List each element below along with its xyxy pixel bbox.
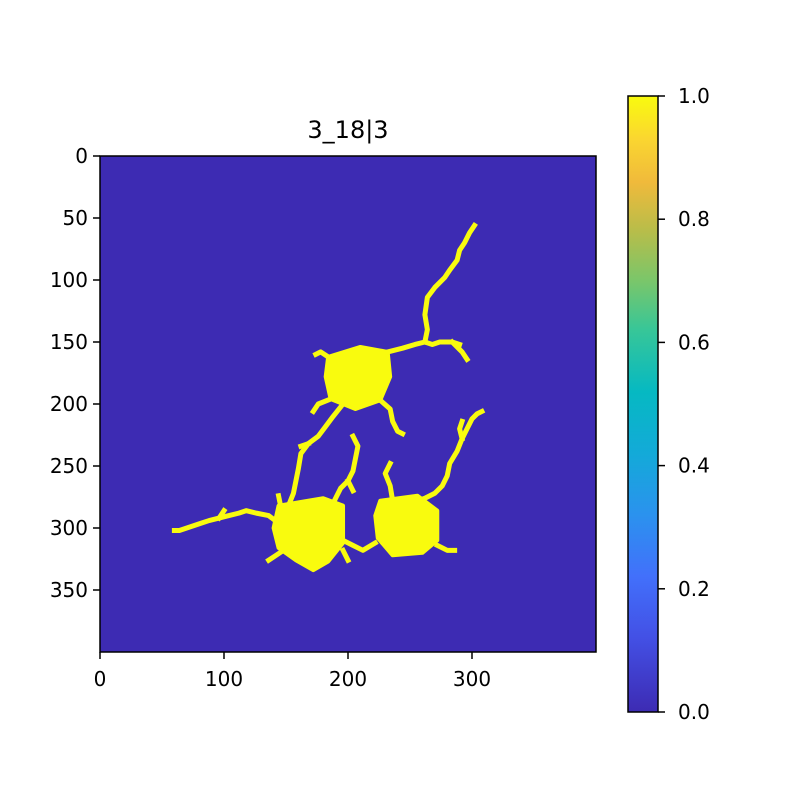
branch-top-left-long xyxy=(285,400,347,509)
branch-middle-up xyxy=(327,432,361,512)
branch-middle-down-left xyxy=(339,546,352,564)
y-tick-label: 200 xyxy=(50,392,88,416)
foreground-mask xyxy=(171,221,486,573)
branch-top-right-down xyxy=(376,396,406,438)
branch-left-down xyxy=(265,546,287,564)
branch-top-up-left xyxy=(312,349,332,361)
branch-left-up xyxy=(275,492,284,512)
y-tick-label: 350 xyxy=(50,578,88,602)
x-axis: 0 100 200 300 xyxy=(94,652,491,691)
x-tick-label: 300 xyxy=(453,667,491,691)
branch-top-up-right-tip xyxy=(448,338,471,363)
branch-right-up-short xyxy=(382,460,396,504)
chart-title: 3_18|3 xyxy=(307,116,388,144)
colorbar-tick-label: 0.0 xyxy=(678,700,710,724)
colorbar-tick-label: 0.4 xyxy=(678,454,710,478)
colorbar-ticks: 0.0 0.2 0.4 0.6 0.8 1.0 xyxy=(658,84,710,724)
branch-top-left-side xyxy=(297,440,312,450)
colorbar-tick-label: 0.6 xyxy=(678,330,710,354)
soma-bottom-right xyxy=(373,493,440,558)
x-tick-label: 200 xyxy=(329,667,367,691)
branch-right-down xyxy=(433,542,458,553)
colorbar-tick-label: 0.8 xyxy=(678,207,710,231)
y-tick-label: 0 xyxy=(75,144,88,168)
colorbar-tick-label: 0.2 xyxy=(678,577,710,601)
image-area xyxy=(99,155,597,653)
y-tick-label: 100 xyxy=(50,268,88,292)
y-tick-label: 50 xyxy=(63,206,88,230)
branch-left-long-side xyxy=(215,507,228,522)
branch-right-up-long xyxy=(414,408,486,504)
x-tick-label: 100 xyxy=(205,667,243,691)
y-tick-label: 250 xyxy=(50,454,88,478)
colorbar-tick-label: 1.0 xyxy=(678,84,710,108)
y-tick-label: 300 xyxy=(50,516,88,540)
branch-top-left-down xyxy=(309,395,334,415)
colorbar-gradient xyxy=(628,96,658,712)
y-tick-label: 150 xyxy=(50,330,88,354)
colorbar: 0.0 0.2 0.4 0.6 0.8 1.0 xyxy=(627,84,710,724)
branch-middle-up-side xyxy=(344,477,357,495)
branch-middle-connect xyxy=(339,537,379,553)
x-tick-label: 0 xyxy=(94,667,107,691)
branch-right-up-spur xyxy=(457,418,466,442)
branch-top-up-long xyxy=(421,221,478,345)
y-axis: 0 50 100 150 200 250 300 350 xyxy=(50,144,100,602)
colorbar-frame xyxy=(627,95,659,713)
